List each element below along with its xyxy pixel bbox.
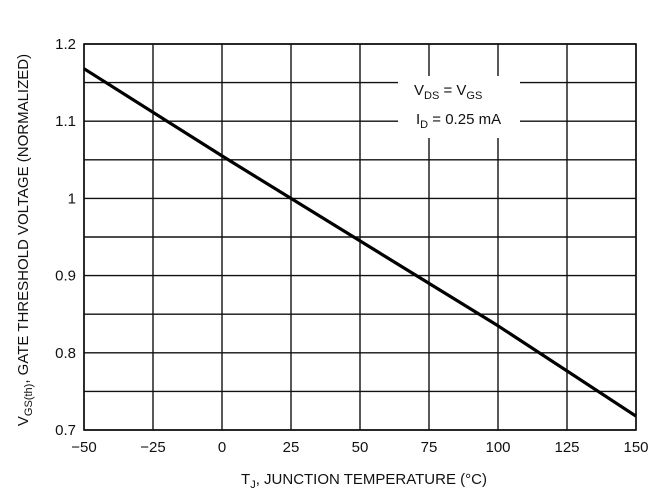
x-tick-label: 25 [283,439,300,456]
annotation-box: VDS = VGS ID = 0.25 mA [398,76,520,138]
x-tick-label: −25 [140,439,165,456]
annotation-line-2: ID = 0.25 mA [416,111,501,131]
x-tick-label: 0 [218,439,226,456]
annotation-line-1: VDS = VGS [414,82,482,102]
x-tick-label: 125 [554,439,579,456]
x-tick-label: 50 [352,439,369,456]
y-tick-label: 1.2 [55,36,76,53]
y-tick-label: 0.7 [55,422,76,439]
grid [83,43,637,431]
x-axis-label: TJ, JUNCTION TEMPERATURE (°C) [241,471,487,491]
x-tick-labels: −50 −25 0 25 50 75 100 125 150 [71,439,648,456]
x-tick-label: 75 [421,439,438,456]
y-tick-label: 1.1 [55,113,76,130]
y-tick-label: 1 [68,190,76,207]
y-axis-label: VGS(th), GATE THRESHOLD VOLTAGE (NORMALI… [15,54,35,426]
x-tick-label: −50 [71,439,96,456]
x-tick-label: 100 [485,439,510,456]
x-tick-label: 150 [623,439,648,456]
y-tick-label: 0.9 [55,268,76,285]
plot-frame [83,43,637,431]
y-tick-labels: 0.7 0.8 0.9 1 1.1 1.2 [55,36,76,439]
series-line [83,67,637,418]
y-tick-label: 0.8 [55,345,76,362]
